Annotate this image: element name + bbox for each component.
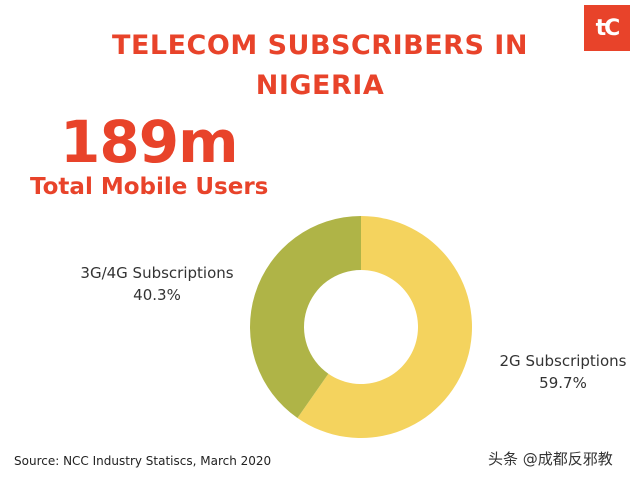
slice-label-3g4g-value: 40.3%	[133, 286, 181, 304]
source-note: Source: NCC Industry Statiscs, March 202…	[14, 454, 272, 468]
slice-label-3g4g-name: 3G/4G Subscriptions	[80, 264, 234, 282]
donut-slice-3g4g	[250, 216, 361, 419]
donut-slice-2g	[297, 216, 473, 438]
slice-label-2g-value: 59.7%	[539, 374, 587, 392]
slice-label-2g-name: 2G Subscriptions	[499, 352, 627, 370]
chart-title-line1: TELECOM SUBSCRIBERS IN	[112, 30, 528, 61]
total-users-label: Total Mobile Users	[30, 174, 269, 200]
chart-title-line2: NIGERIA	[255, 70, 385, 101]
total-users-value: 189m	[60, 108, 239, 176]
brand-logo-text: tC	[595, 15, 621, 41]
slice-label-2g: 2G Subscriptions 59.7%	[488, 350, 638, 394]
watermark: 头条 @成都反邪教	[488, 450, 613, 468]
slice-label-3g4g: 3G/4G Subscriptions 40.3%	[62, 262, 252, 306]
brand-logo: tC	[584, 5, 630, 51]
